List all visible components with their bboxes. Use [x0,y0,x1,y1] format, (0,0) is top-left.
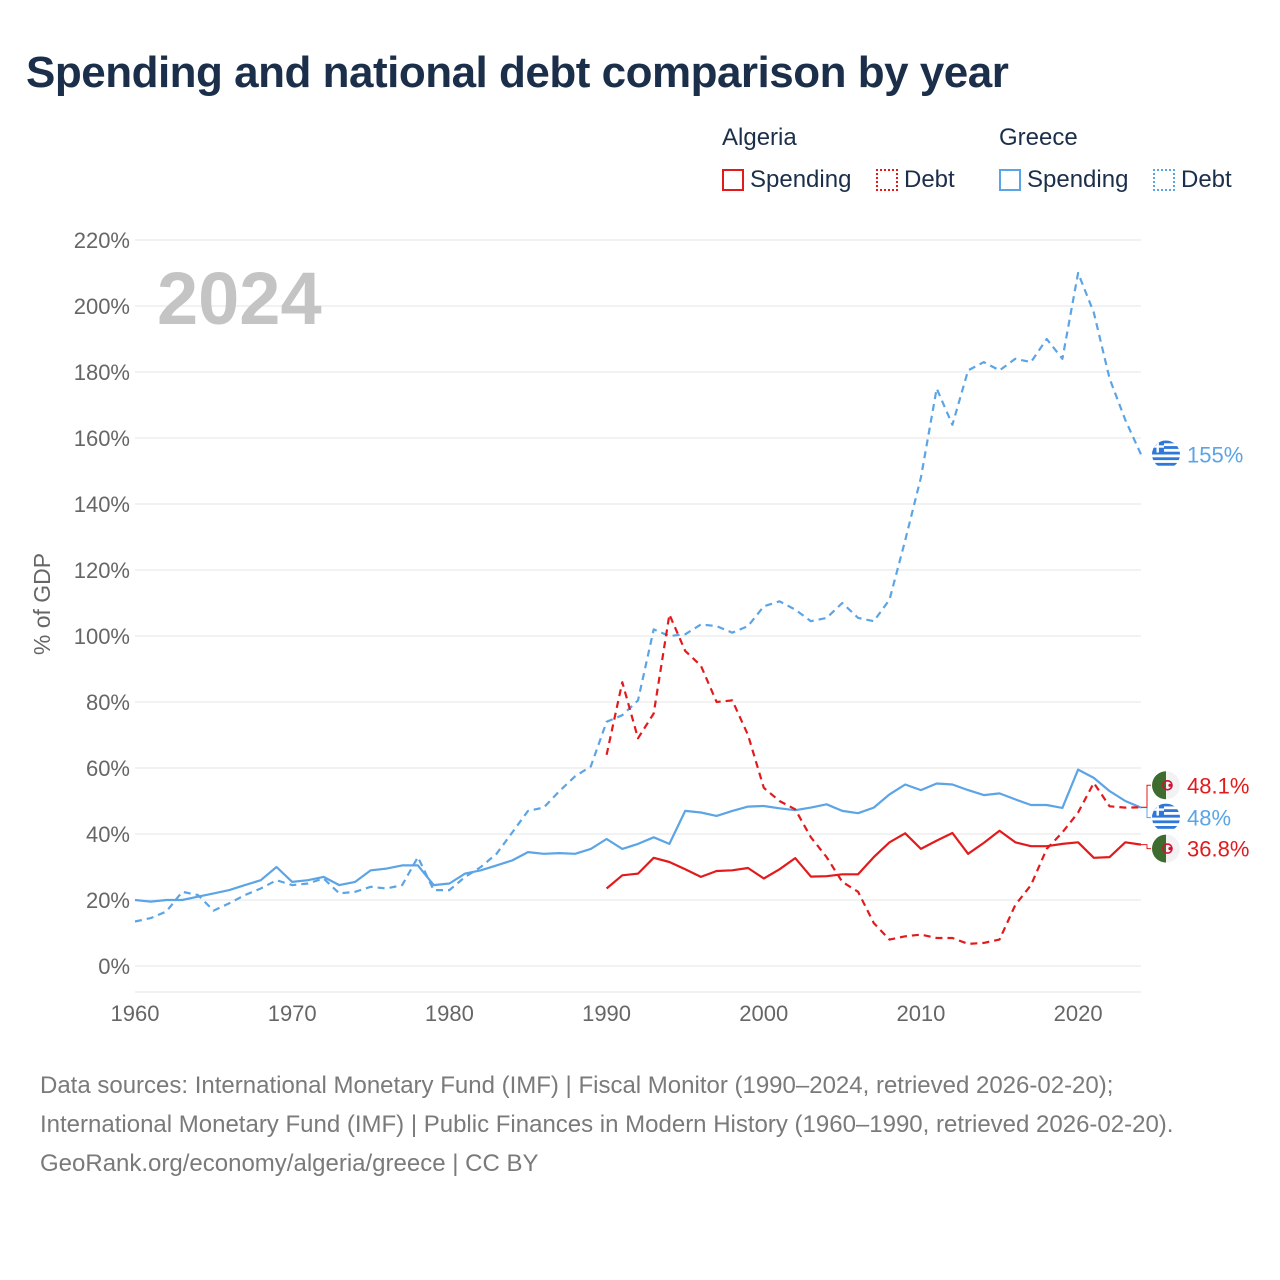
y-tick-label: 160% [74,426,130,451]
end-label-connector-algeria-debt [1141,784,1151,808]
end-label-connector-algeria-spending [1141,844,1151,850]
legend-item-greece-spending[interactable]: Spending [999,166,1128,194]
legend-group-greece-title: Greece [999,124,1078,151]
flag-stripe [1152,446,1180,449]
x-tick-label: 1960 [111,1001,160,1026]
x-tick-label: 2010 [896,1001,945,1026]
data-sources: Data sources: International Monetary Fun… [40,1072,1174,1138]
end-labels: 155% 48% 48.1% 36.8% [1141,440,1249,863]
legend-label-algeria-debt: Debt [904,166,955,193]
series-line-greece-debt[interactable] [134,271,1143,923]
series-line-algeria-spending[interactable] [605,829,1142,890]
y-tick-label: 220% [74,228,130,253]
series-line-greece-spending[interactable] [134,768,1142,903]
y-tick-label: 140% [74,492,130,517]
end-label-greece-spending: 48% [1187,806,1231,831]
flag-stripe [1152,462,1180,466]
x-tick-label: 1980 [425,1001,474,1026]
flag-stripe [1152,820,1180,824]
legend-label-greece-spending: Spending [1027,166,1129,193]
legend-swatch-algeria-debt [876,169,898,191]
y-tick-label: 180% [74,360,130,385]
flag-cross [1152,808,1164,811]
x-tick-label: 1970 [268,1001,317,1026]
flag-cross [1152,445,1164,448]
end-label-algeria-debt: 48.1% [1187,773,1249,798]
y-tick-label: 20% [86,888,130,913]
flag-crescent [1162,843,1173,854]
x-tick-label: 2000 [739,1001,788,1026]
flag-stripe [1152,803,1180,807]
chart-title: Spending and national debt comparison by… [26,48,1009,97]
greece-flag-icon [1152,440,1180,469]
flag-star [1168,783,1172,787]
flag-star [1168,847,1172,851]
legend-label-greece-debt: Debt [1181,166,1232,193]
algeria-flag-icon [1152,834,1180,863]
grid-lines [135,239,1141,993]
legend: Algeria Spending Debt Greece Spending De… [722,124,1262,204]
chart-plot: 0% 20% 40% 60% 80% 100% 120% 140% 160% 180% 200% 22… [29,228,1249,1026]
legend-swatch-algeria-spending [722,169,744,191]
algeria-flag-icon [1152,771,1180,800]
flag-stripe [1152,809,1180,812]
credit-link[interactable]: GeoRank.org/economy/algeria/greece | CC … [40,1150,539,1177]
flag-green-half [1152,834,1166,863]
flag-green-half [1152,771,1166,800]
flag-stripe [1152,451,1180,455]
legend-item-algeria-spending[interactable]: Spending [722,166,851,194]
x-tick-label: 1990 [582,1001,631,1026]
end-label-algeria-spending: 36.8% [1187,837,1249,862]
y-tick-label: 100% [74,624,130,649]
flag-crescent [1162,779,1173,791]
legend-swatch-greece-spending [999,169,1021,191]
flag-stripe [1152,440,1180,444]
y-tick-label: 200% [74,294,130,319]
legend-item-greece-debt[interactable]: Debt [1153,166,1232,194]
series-lines [134,271,1143,946]
y-tick-label: 40% [86,822,130,847]
footer: Data sources: International Monetary Fun… [40,1066,1240,1183]
y-axis-ticks: 0% 20% 40% 60% 80% 100% 120% 140% 160% 180% 200% 22… [74,228,130,979]
greece-flag-icon [1152,803,1180,832]
end-label-connector-greece-spending [1141,807,1151,819]
y-tick-label: 120% [74,558,130,583]
series-line-algeria-debt[interactable] [605,613,1142,946]
legend-group-algeria-title: Algeria [722,124,797,151]
y-tick-label: 60% [86,756,130,781]
end-label-greece-debt: 155% [1187,443,1243,468]
legend-label-algeria-spending: Spending [750,166,852,193]
legend-item-algeria-debt[interactable]: Debt [876,166,955,194]
flag-stripe [1152,814,1180,818]
x-tick-label: 2020 [1054,1001,1103,1026]
flag-stripe [1152,457,1180,461]
year-watermark: 2024 [157,257,322,340]
x-axis-ticks: 1960 1970 1980 1990 2000 2010 2020 [111,1001,1103,1026]
y-tick-label: 0% [98,954,130,979]
y-axis-label: % of GDP [29,553,55,655]
legend-swatch-greece-debt [1153,169,1175,191]
y-tick-label: 80% [86,690,130,715]
flag-stripe [1152,826,1180,829]
